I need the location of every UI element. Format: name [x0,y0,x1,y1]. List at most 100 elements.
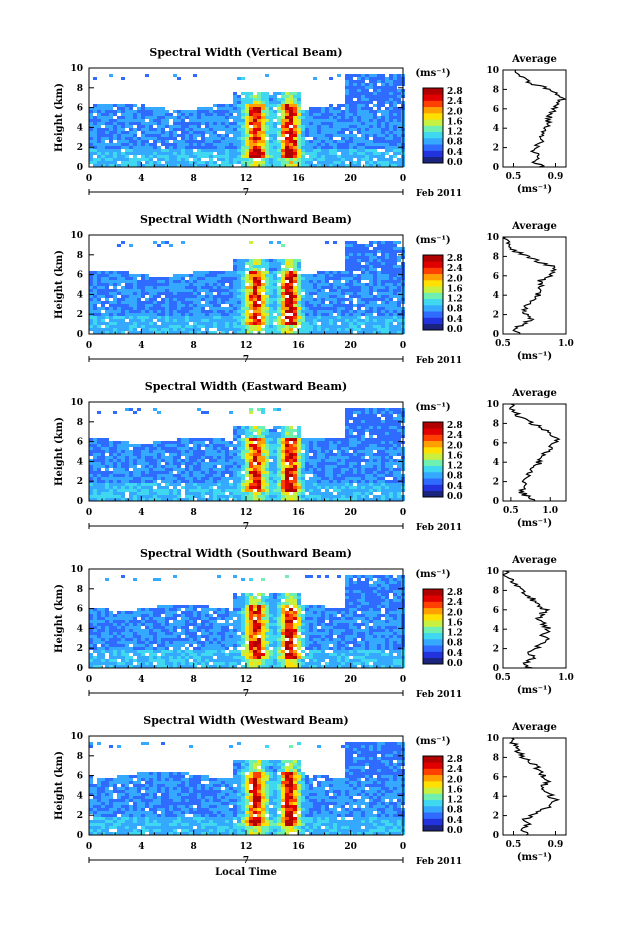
heatmap-cell [253,471,257,474]
heatmap-cell [137,158,141,161]
heatmap-cell [241,447,245,450]
heatmap-cell [345,310,349,313]
heatmap-cell [97,444,101,447]
heatmap-cell [177,310,181,313]
heatmap-cell [221,271,225,274]
heatmap-cell [185,319,189,322]
heatmap-cell [209,304,213,307]
heatmap-cell [357,152,361,155]
heatmap-cell [129,134,133,137]
heatmap-cell [161,134,165,137]
heatmap-cell [369,122,373,125]
heatmap-cell [381,116,385,119]
heatmap-cell [345,328,349,331]
heatmap-cell [177,328,181,331]
heatmap-cell [297,495,301,498]
heatmap-cell [245,468,249,471]
heatmap-cell [89,441,93,444]
heatmap-cell [365,256,369,259]
heatmap-cell [137,110,141,113]
heatmap-cell [229,116,233,119]
heatmap-cell [177,459,181,462]
heatmap-cell [185,483,189,486]
heatmap-cell [201,155,205,158]
heatmap-cell [317,289,321,292]
heatmap-cell [325,310,329,313]
heatmap-cell [325,107,329,110]
heatmap-cell [385,110,389,113]
heatmap-cell [365,250,369,253]
heatmap-cell [229,322,233,325]
heatmap-cell [393,164,397,167]
profile-frame-0 [502,69,567,168]
heatmap-cell [141,164,145,167]
heatmap-cell [189,116,193,119]
heatmap-cell [97,131,101,134]
heatmap-cell [125,459,129,462]
heatmap-cell [313,322,317,325]
heatmap-cell [325,286,329,289]
heatmap-cell [241,149,245,152]
heatmap-cell [225,456,229,459]
heatmap-cell [125,161,129,164]
heatmap-cell [313,283,317,286]
heatmap-cell [221,149,225,152]
heatmap-cell [121,292,125,295]
heatmap-cell [213,104,217,107]
heatmap-cell [209,316,213,319]
heatmap-cell [285,468,289,471]
heatmap-cell [289,435,293,438]
heatmap-cell [229,307,233,310]
heatmap-cell [173,304,177,307]
heatmap-cell [237,116,241,119]
heatmap-cell [257,140,261,143]
heatmap-cell [181,474,185,477]
heatmap-cell [377,283,381,286]
heatmap-cell [225,143,229,146]
heatmap-cell [381,319,385,322]
heatmap-cell [201,140,205,143]
heatmap-cell [229,277,233,280]
heatmap-cell [321,128,325,131]
heatmap-cell [221,295,225,298]
heatmap-cell [169,465,173,468]
heatmap-cell [145,155,149,158]
heatmap-cell [205,480,209,483]
heatmap-cell [197,295,201,298]
heatmap-cell [161,164,165,167]
heatmap-cell [309,140,313,143]
heatmap-cell [237,456,241,459]
heatmap-cell [309,492,313,495]
heatmap-cell [313,146,317,149]
heatmap-cell [257,325,261,328]
heatmap-cell [205,319,209,322]
heatmap-cell [265,429,269,432]
heatmap-cell [197,116,201,119]
heatmap-cell [197,319,201,322]
heatmap-cell [181,319,185,322]
heatmap-cell [357,322,361,325]
heatmap-cell [313,107,317,110]
heatmap-cell [257,447,261,450]
heatmap-cell [253,280,257,283]
heatmap-cell [393,98,397,101]
heatmap-cell [273,262,277,265]
heatmap-cell [113,492,117,495]
heatmap-cell [309,319,313,322]
heatmap-cell [349,128,353,131]
heatmap-cell [137,495,141,498]
heatmap-cell [201,280,205,283]
heatmap-cell [109,316,113,319]
heatmap-cell [129,158,133,161]
heatmap-cell [265,140,269,143]
heatmap-cell [201,477,205,480]
heatmap-cell [269,486,273,489]
heatmap-cell [213,462,217,465]
heatmap-cell [217,468,221,471]
heatmap-cell [149,110,153,113]
heatmap-cell [169,498,173,501]
heatmap-cell [261,310,265,313]
heatmap-cell [305,286,309,289]
heatmap-cell [301,483,305,486]
heatmap-cell [321,155,325,158]
